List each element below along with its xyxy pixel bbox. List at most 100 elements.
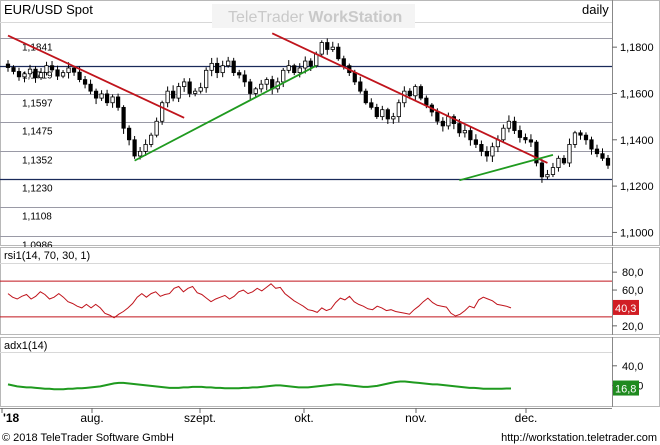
- website-link[interactable]: http://workstation.teletrader.com: [501, 432, 657, 444]
- adx-panel: adx1(14) 40,020,0 16,8: [0, 337, 660, 407]
- candle-body: [22, 73, 27, 78]
- candle-body: [314, 53, 319, 67]
- candle-body: [259, 83, 264, 90]
- candle-body: [71, 67, 77, 73]
- candle-body: [484, 150, 490, 157]
- candle-body: [171, 90, 176, 99]
- level-label: 1,1352: [22, 156, 53, 167]
- copyright-text: © 2018 TeleTrader Software GmbH: [2, 432, 174, 444]
- candle-body: [369, 102, 374, 108]
- candle-body: [286, 65, 291, 71]
- candle-body: [490, 146, 495, 157]
- brand-watermark-bg: [212, 4, 415, 28]
- level-label: 1,1597: [22, 99, 53, 110]
- time-tick-label: aug.: [80, 411, 103, 425]
- candle-body: [16, 71, 22, 78]
- candle-body: [126, 127, 132, 141]
- time-tick-label: nov.: [405, 411, 427, 425]
- candle-body: [209, 62, 214, 71]
- candle-body: [66, 67, 71, 74]
- downtrend-line: [271, 32, 548, 164]
- time-tick-label: szept.: [184, 411, 216, 425]
- adx-last-value: 16,8: [615, 384, 636, 396]
- candle-body: [264, 79, 269, 85]
- candle-body: [149, 134, 154, 145]
- candle-body: [528, 139, 534, 143]
- candle-body: [198, 87, 203, 92]
- candle-body: [556, 157, 561, 168]
- rsi-series: 40,3: [7, 283, 639, 319]
- adx-tick-label: 40,0: [622, 361, 643, 373]
- candle-body: [479, 144, 484, 152]
- candle-body: [303, 60, 308, 69]
- rsi-tick-label: 60,0: [622, 285, 643, 297]
- candle-body: [176, 86, 181, 99]
- candle-body: [572, 132, 578, 145]
- candle-body: [506, 120, 512, 129]
- candle-body: [38, 72, 44, 79]
- adx-last-value-badge: [613, 380, 639, 396]
- rsi-panel: rsi1(14, 70, 30, 1) 80,0 60,0 20,0 40,3: [0, 247, 660, 335]
- candle-body: [44, 65, 49, 74]
- instrument-title: EUR/USD Spot: [4, 2, 93, 17]
- period-label: daily: [582, 2, 609, 17]
- candle-body: [231, 60, 236, 74]
- candle-body: [330, 46, 335, 50]
- candle-body: [418, 86, 423, 99]
- candle-body: [242, 74, 247, 83]
- price-tick-label: 1,1400: [620, 135, 654, 147]
- candle-body: [319, 42, 324, 55]
- uptrend-line: [459, 153, 554, 182]
- candle-body: [600, 153, 605, 159]
- price-tick-label: 1,1800: [620, 42, 654, 54]
- adx-series: 16,8: [7, 380, 639, 396]
- rsi-label: rsi1(14, 70, 30, 1): [4, 250, 90, 262]
- candle-body: [281, 69, 286, 83]
- candle-body: [385, 109, 390, 120]
- rsi-tick-label: 20,0: [622, 321, 643, 333]
- candle-body: [220, 65, 225, 74]
- level-label: 1,1841: [22, 43, 53, 54]
- rsi-line: [7, 283, 512, 319]
- adx-line: [7, 380, 511, 391]
- price-tick-label: 1,1200: [620, 181, 654, 193]
- candle-body: [325, 42, 330, 50]
- candle-body: [512, 120, 517, 131]
- candle-body: [462, 130, 467, 134]
- time-tick-label: dec.: [515, 411, 538, 425]
- candle-body: [424, 97, 429, 106]
- candle-body: [308, 60, 313, 67]
- candle-body: [237, 72, 242, 76]
- candle-body: [550, 167, 556, 175]
- candle-body: [341, 58, 346, 67]
- candle-body: [115, 96, 121, 108]
- candle-body: [374, 106, 379, 118]
- candlesticks: [5, 38, 611, 183]
- candle-body: [435, 111, 440, 122]
- candle-body: [165, 90, 170, 104]
- candle-body: [33, 68, 38, 79]
- rsi-last-value-badge: [613, 299, 639, 315]
- time-tick-label: '18: [3, 411, 20, 425]
- candle-body: [457, 123, 462, 134]
- adx-label: adx1(14): [4, 340, 47, 352]
- trendlines: [7, 32, 554, 182]
- candle-body: [77, 71, 82, 80]
- candle-body: [407, 90, 412, 97]
- candle-body: [143, 144, 148, 152]
- candle-body: [27, 68, 33, 75]
- candle-body: [297, 67, 302, 74]
- level-label: 1,0986: [22, 241, 53, 252]
- candle-body: [55, 69, 60, 77]
- candle-body: [391, 116, 396, 120]
- candle-body: [226, 60, 231, 67]
- candle-body: [545, 174, 550, 178]
- candle-body: [352, 72, 357, 83]
- candle-body: [88, 83, 93, 92]
- candle-body: [539, 162, 545, 178]
- price-tick-label: 1,1000: [620, 227, 654, 239]
- candle-body: [561, 157, 567, 164]
- candle-body: [501, 127, 506, 141]
- candle-body: [49, 65, 55, 71]
